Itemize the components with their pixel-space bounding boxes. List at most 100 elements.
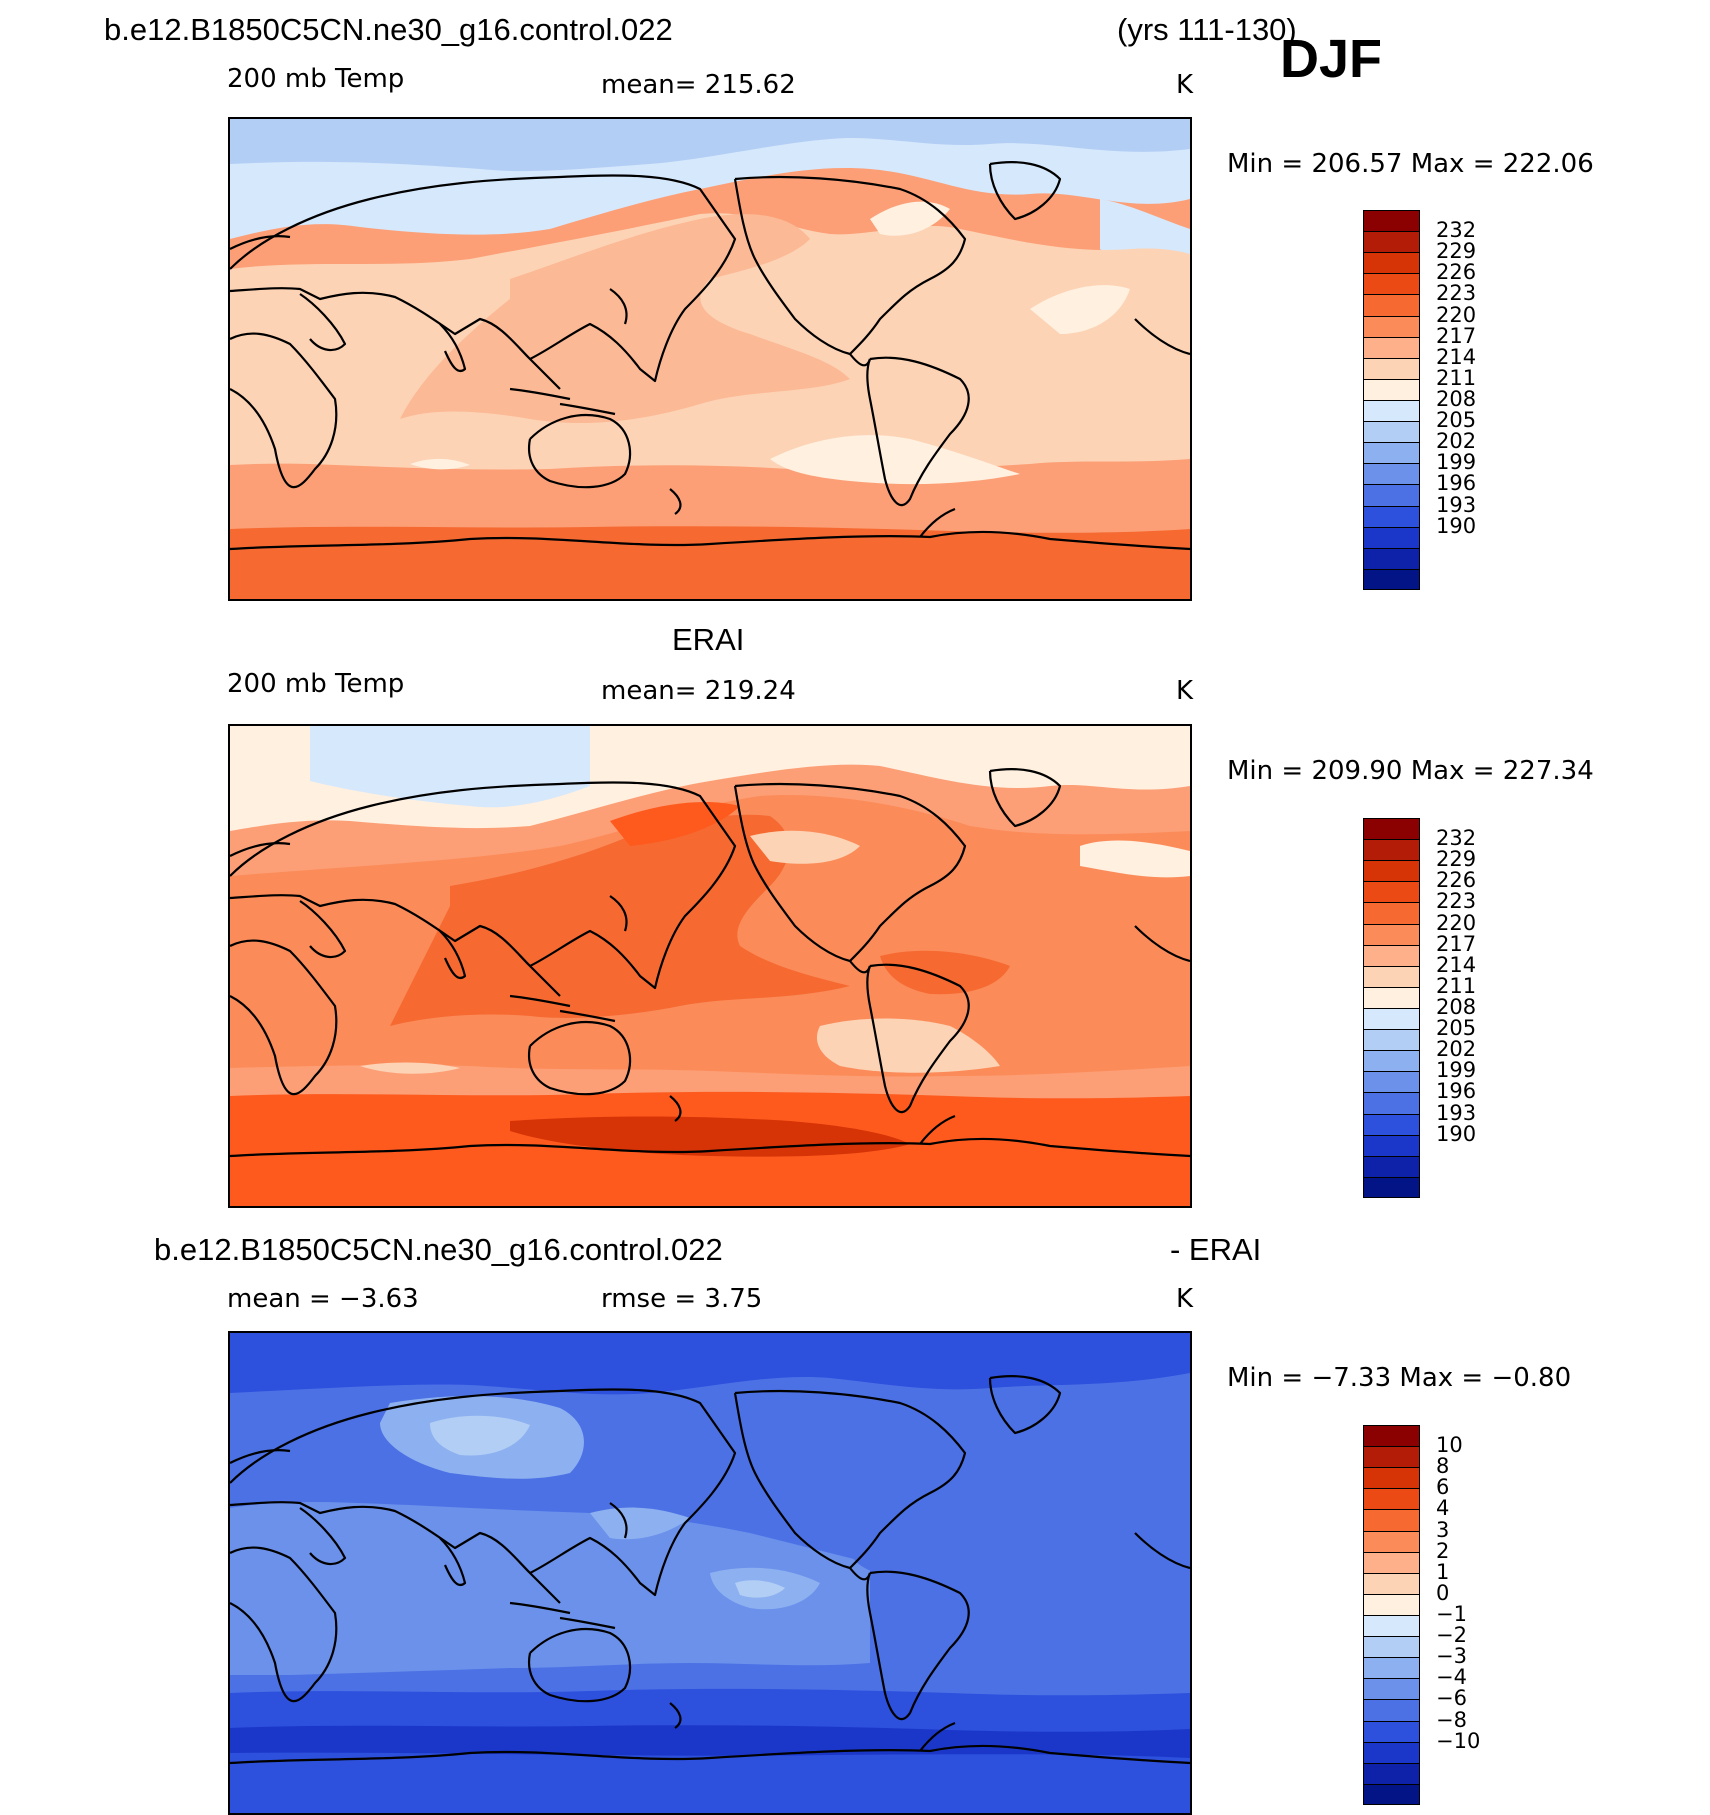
colorbar-label: 223: [1436, 889, 1477, 914]
coastline: [230, 530, 1190, 551]
south-pacific-pale: [816, 1018, 1000, 1073]
colorbar-swatch: [1363, 1615, 1420, 1637]
colorbar-label: 229: [1436, 847, 1477, 872]
kuroshio-hot-patch: [610, 801, 740, 846]
colorbar-label: 220: [1436, 910, 1477, 935]
colorbar-label: −8: [1436, 1707, 1467, 1732]
colorbar-label: −2: [1436, 1623, 1467, 1648]
colorbar-label: −1: [1436, 1602, 1467, 1626]
coastline: [849, 960, 872, 974]
panel2-minmax: Min = 209.90 Max = 227.34: [1227, 756, 1594, 786]
colorbar-swatch: [1363, 902, 1420, 924]
colorbar-swatch: [1363, 965, 1420, 987]
tropical-light-band: [230, 1501, 870, 1675]
colorbar-swatch: [1363, 1762, 1420, 1784]
colorbar-swatch: [1363, 1155, 1420, 1177]
season-label: DJF: [1280, 29, 1383, 89]
coastline: [230, 1449, 291, 1464]
coastline: [230, 174, 737, 383]
antarctic-warm-band: [230, 526, 1190, 599]
panel1-minmax: Min = 206.57 Max = 222.06: [1227, 149, 1594, 179]
coastline: [230, 842, 291, 857]
colorbar-label: 2: [1436, 1538, 1450, 1563]
colorbar-swatch: [1363, 463, 1420, 485]
coastline: [669, 488, 682, 515]
colorbar-label: 223: [1436, 281, 1477, 306]
colorbar-swatch: [1363, 1572, 1420, 1594]
arctic-dark-band: [230, 1333, 1190, 1395]
coastline: [669, 1702, 682, 1729]
colorbar-swatch: [1363, 860, 1420, 882]
colorbar-label: 190: [1436, 1121, 1477, 1146]
coastline: [1134, 318, 1190, 356]
colorbar-swatch: [1363, 442, 1420, 464]
colorbar-swatch: [1363, 1113, 1420, 1135]
colorbar-swatch: [1363, 1050, 1420, 1072]
colorbar-swatch: [1363, 252, 1420, 274]
atlantic-pale: [1080, 840, 1190, 878]
coastline: [866, 963, 970, 1114]
colorbar-label: 232: [1436, 826, 1477, 851]
coastline: [509, 358, 616, 416]
coastline: [609, 288, 628, 325]
colorbar-swatch: [1363, 1783, 1420, 1805]
coastline: [988, 161, 1062, 221]
panel1-map: [228, 117, 1192, 601]
colorbar-swatch: [1363, 1425, 1420, 1447]
coastline: [439, 930, 467, 980]
coastline: [527, 1021, 632, 1096]
colorbar-label: 6: [1436, 1475, 1450, 1500]
colorbar-swatch: [1363, 294, 1420, 316]
colorbar-swatch: [1363, 1509, 1420, 1531]
case-title: b.e12.B1850C5CN.ne30_g16.control.022: [104, 12, 673, 47]
colorbar-label: −6: [1436, 1686, 1467, 1711]
colorbar-swatch: [1363, 1699, 1420, 1721]
panel3-units: K: [1176, 1284, 1194, 1314]
colorbar-swatch: [1363, 986, 1420, 1008]
coastline: [299, 293, 347, 352]
years-label: (yrs 111-130): [1117, 12, 1297, 47]
colorbar-swatch: [1363, 357, 1420, 379]
panel1-field: [230, 119, 1190, 599]
colorbar-swatch: [1363, 839, 1420, 861]
colorbar-swatch: [1363, 1029, 1420, 1051]
pacific-warm-pool: [390, 814, 850, 1026]
coastline: [439, 323, 467, 373]
coastlines: [230, 1375, 1190, 1765]
colorbar-label: −10: [1436, 1728, 1481, 1753]
colorbar-swatch: [1363, 818, 1420, 840]
colorbar-swatch: [1363, 1446, 1420, 1468]
colorbar-label: 1: [1436, 1559, 1450, 1584]
colorbar-label: 196: [1436, 471, 1477, 496]
south-pacific-lightest: [735, 1580, 785, 1598]
colorbar-swatch: [1363, 1678, 1420, 1700]
colorbar-label: 199: [1436, 450, 1477, 475]
panel3-rmse: rmse = 3.75: [601, 1284, 763, 1314]
coastline: [609, 1502, 628, 1539]
colorbar-label: −4: [1436, 1665, 1467, 1690]
panel2-variable: 200 mb Temp: [227, 669, 405, 699]
colorbar-label: 4: [1436, 1496, 1450, 1521]
colorbar-label: 226: [1436, 868, 1477, 893]
colorbar-label: −3: [1436, 1644, 1467, 1669]
coastline: [919, 1721, 956, 1752]
colorbar-swatch: [1363, 378, 1420, 400]
colorbar-swatch: [1363, 1008, 1420, 1030]
coastline: [527, 414, 632, 489]
colorbar-label: 196: [1436, 1079, 1477, 1104]
coastline: [509, 1572, 616, 1630]
colorbar-swatch: [1363, 1551, 1420, 1573]
colorbar-swatch: [1363, 1488, 1420, 1510]
coastline: [230, 1137, 1190, 1158]
coastline: [866, 1570, 970, 1721]
panel3-field: [230, 1333, 1190, 1813]
colorbar-swatch: [1363, 1071, 1420, 1093]
colorbar-label: 232: [1436, 218, 1477, 243]
panel2-colorbar: 232 229 226 223 220 217 214 211 208 205 202 199 196 1…: [1363, 818, 1503, 1202]
pacific-warm-pool: [400, 214, 850, 424]
colorbar-swatch: [1363, 1092, 1420, 1114]
coastline: [299, 900, 347, 959]
colorbar-label: 214: [1436, 344, 1477, 369]
colorbar-label: 217: [1436, 931, 1477, 956]
south-pacific-pale: [770, 435, 1020, 485]
